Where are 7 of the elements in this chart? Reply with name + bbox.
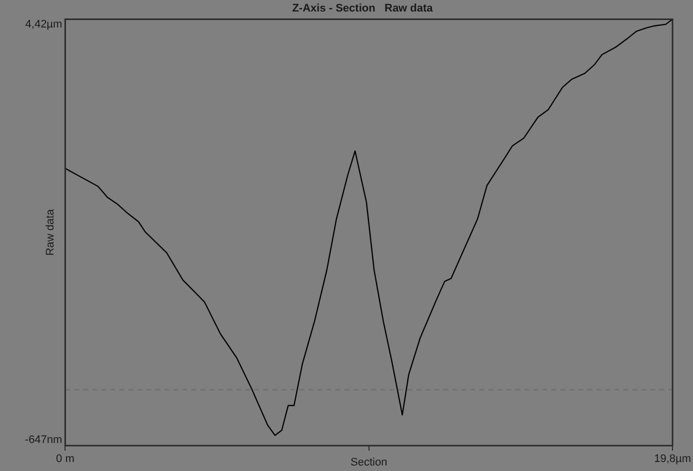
- y-axis-title: Raw data: [44, 208, 57, 256]
- text: 4,42µm: [25, 18, 62, 31]
- x-axis-title: Section: [350, 456, 388, 468]
- x-tick-label: 19,8µm: [654, 453, 692, 466]
- chart-title: Z-Axis - Section Raw data: [292, 2, 434, 15]
- text: -647nm: [24, 434, 62, 446]
- x-tick-label: 0 m: [56, 453, 74, 466]
